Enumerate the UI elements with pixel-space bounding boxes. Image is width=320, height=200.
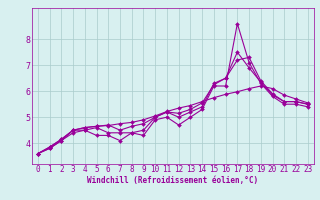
X-axis label: Windchill (Refroidissement éolien,°C): Windchill (Refroidissement éolien,°C) bbox=[87, 176, 258, 185]
